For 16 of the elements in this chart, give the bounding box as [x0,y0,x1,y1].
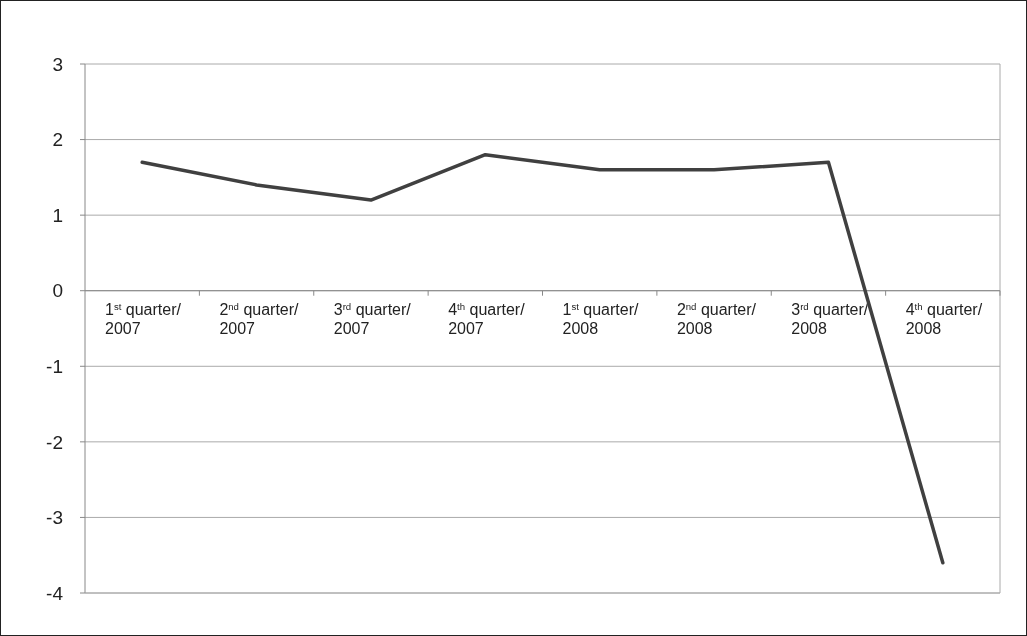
y-tick-label: 3 [52,53,63,75]
x-tick-label: 3$^{rd}$ quarter/ 2007 [333,300,412,337]
y-tick-label: 0 [52,280,63,302]
y-tick-label: 2 [52,129,63,151]
x-tick-label: 3$^{rd}$ quarter/ 2008 [791,300,869,337]
x-tick-label: 4$^{th}$ quarter/ 2007 [448,300,526,337]
y-tick-label: -3 [46,507,63,529]
x-tick-label: 2$^{nd}$ quarter/ 2008 [676,300,757,337]
x-tick-label: 4$^{th}$ quarter/ 2008 [905,300,983,337]
x-tick-label: 1$^{st}$ quarter/ 2007 [105,300,182,337]
y-tick-label: 1 [52,204,63,226]
x-tick-label: 1$^{st}$ quarter/ 2008 [562,300,640,337]
y-tick-label: -2 [46,431,63,453]
y-tick-label: -1 [46,355,63,377]
y-tick-label: -4 [46,582,64,604]
x-tick-label: 2$^{nd}$ quarter/ 2007 [219,300,300,337]
